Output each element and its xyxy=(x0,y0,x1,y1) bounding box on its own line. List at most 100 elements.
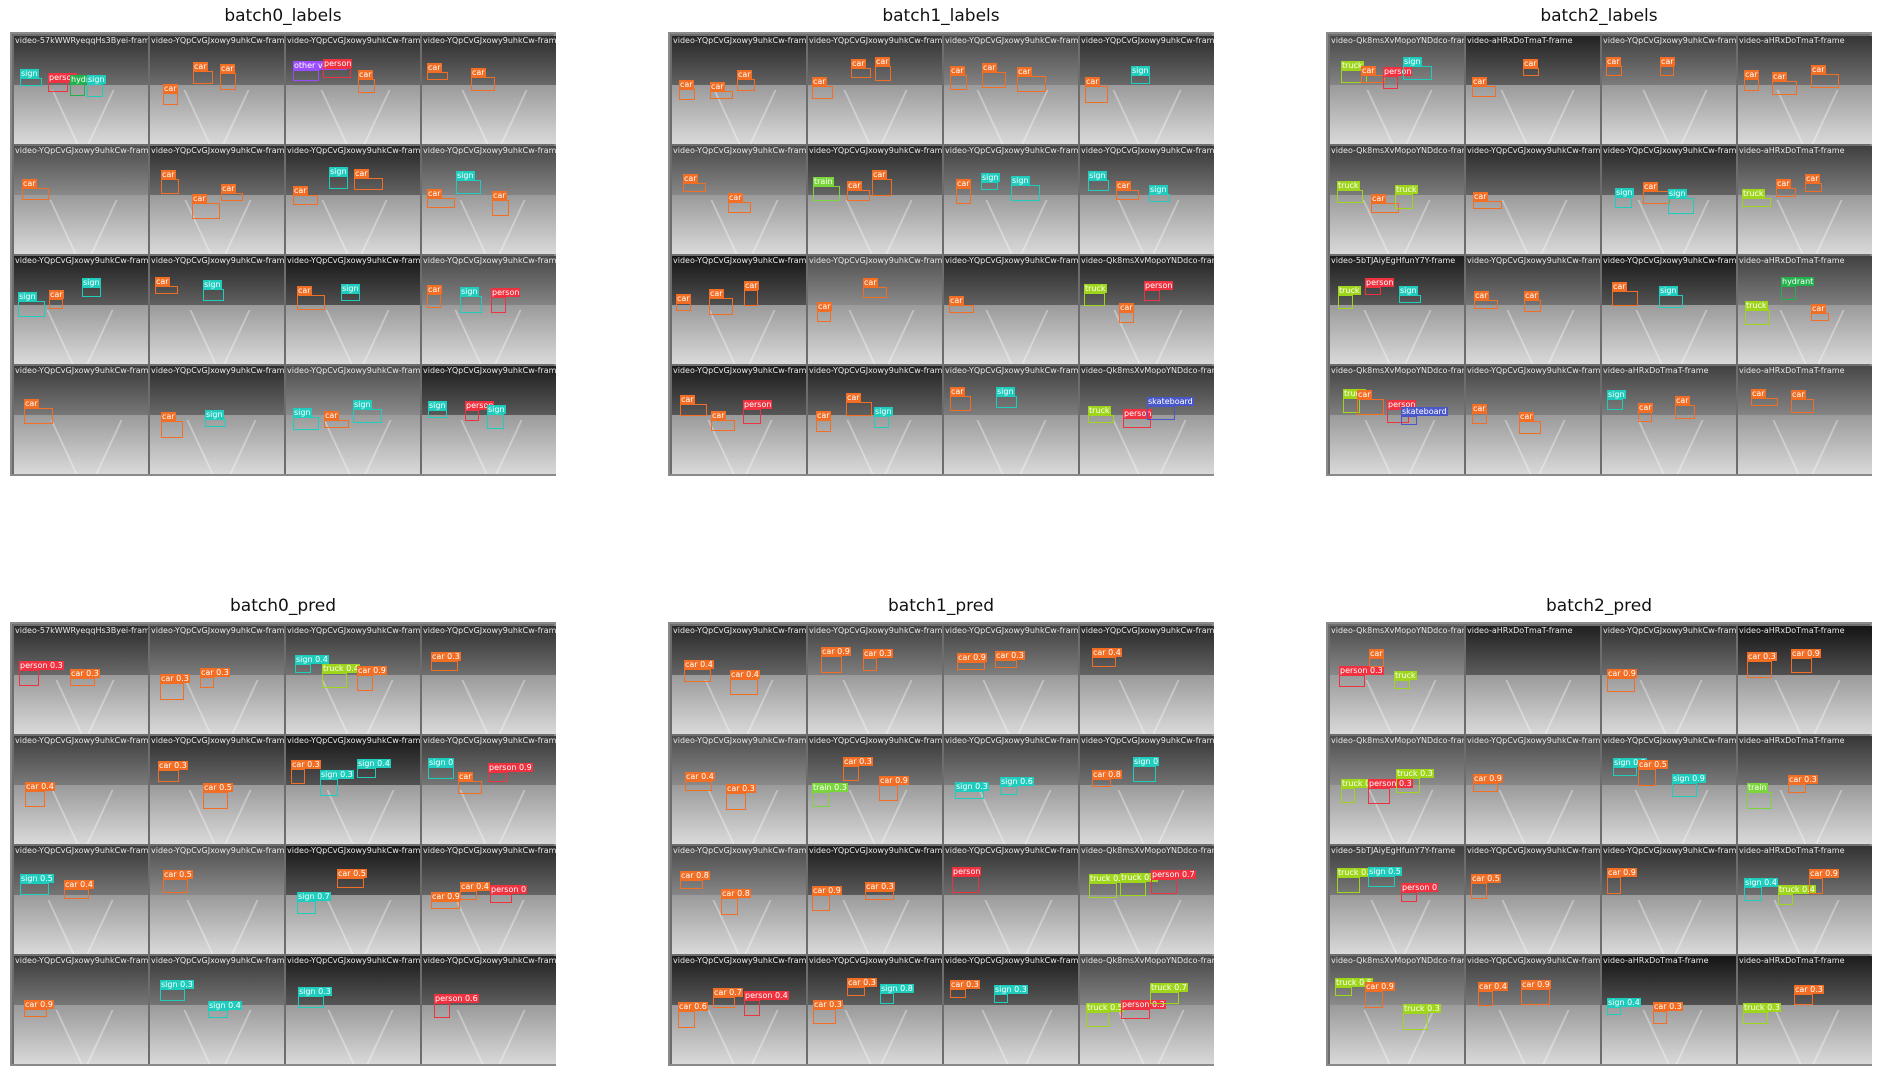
bounding-box xyxy=(680,880,703,889)
bounding-box xyxy=(744,290,758,306)
road-surface xyxy=(672,674,806,734)
thermal-frame-tile: video-aHRxDoTmaT-frame truck 0.3 car 0.3 xyxy=(1738,956,1872,1064)
road-surface xyxy=(1738,784,1872,844)
detection-label: sign xyxy=(1131,66,1150,75)
detection-label: sign xyxy=(1668,189,1687,198)
road-surface xyxy=(286,1004,420,1064)
frame-filename: video-YQpCvGJxowy9uhkCw-frame xyxy=(1467,846,1600,855)
bounding-box xyxy=(428,410,447,418)
tree-silhouette xyxy=(150,36,284,85)
road-surface xyxy=(422,194,556,254)
thermal-frame-tile: video-YQpCvGJxowy9uhkCw-frame car xyxy=(944,256,1078,364)
image-mosaic: video-YQpCvGJxowy9uhkCw-frame car 0.4 car … xyxy=(668,622,1214,1066)
bounding-box xyxy=(322,673,347,688)
detection-label: car 0.3 xyxy=(843,757,873,766)
detection-label: car 0.4 xyxy=(1092,648,1122,657)
road-surface xyxy=(1466,414,1600,474)
bounding-box xyxy=(1121,1009,1150,1019)
road-surface xyxy=(150,784,284,844)
bounding-box xyxy=(193,71,213,84)
detection-label: sign xyxy=(1403,57,1422,66)
bounding-box xyxy=(200,677,214,688)
detection-label: car 0.4 xyxy=(460,882,490,891)
detection-label: truck xyxy=(1088,406,1111,415)
tree-silhouette xyxy=(808,366,942,415)
bounding-box xyxy=(293,417,319,430)
detection-label: car 0.3 xyxy=(1653,1002,1683,1011)
road-surface xyxy=(1602,194,1736,254)
thermal-frame-tile: video-YQpCvGJxowy9uhkCw-frame car car xyxy=(1466,366,1600,474)
road-surface xyxy=(1602,894,1736,954)
detection-label: car xyxy=(982,63,997,72)
panel-batch1_pred: batch1_pred video-YQpCvGJxowy9uhkCw-frame… xyxy=(668,596,1214,1068)
bounding-box xyxy=(713,997,735,1008)
detection-label: sign 0.5 xyxy=(1368,867,1402,876)
detection-label: sign xyxy=(487,405,506,414)
detection-label: sign xyxy=(1615,188,1634,197)
road-surface xyxy=(1602,304,1736,364)
detection-label: car 0.9 xyxy=(1791,649,1821,658)
detection-label: car 0.7 xyxy=(713,988,743,997)
detection-label: car 0.5 xyxy=(163,870,193,879)
bounding-box xyxy=(1472,86,1496,97)
tree-silhouette xyxy=(1602,626,1736,675)
detection-label: car xyxy=(847,181,862,190)
tree-silhouette xyxy=(1466,846,1600,895)
bounding-box xyxy=(329,176,348,189)
frame-filename: video-YQpCvGJxowy9uhkCw-frame xyxy=(1603,846,1736,855)
thermal-frame-tile: video-aHRxDoTmaT-frame xyxy=(1466,626,1600,734)
bounding-box xyxy=(1396,778,1420,793)
tree-silhouette xyxy=(1080,256,1214,305)
bounding-box xyxy=(488,772,507,782)
detection-label: truck 0.3 xyxy=(1120,873,1158,882)
detection-label: car xyxy=(816,411,831,420)
thermal-frame-tile: video-YQpCvGJxowy9uhkCw-frame car 0.3 sign… xyxy=(286,736,420,844)
bounding-box xyxy=(728,202,751,213)
detection-label: sign xyxy=(1149,185,1168,194)
road-surface xyxy=(14,414,148,474)
frame-filename: video-57kWWRyeqqHs3Byei-frame-000316-8S xyxy=(15,36,148,45)
frame-filename: video-aHRxDoTmaT-frame xyxy=(1603,366,1709,375)
detection-label: car xyxy=(161,170,176,179)
bounding-box xyxy=(730,679,758,695)
detection-label: sign xyxy=(874,407,893,416)
bounding-box xyxy=(427,294,441,308)
detection-label: truck 0.3 xyxy=(1743,1003,1781,1012)
detection-label: car xyxy=(679,80,694,89)
thermal-frame-tile: video-YQpCvGJxowy9uhkCw-frame car 0.9 xyxy=(1602,846,1736,954)
bounding-box xyxy=(1794,994,1813,1005)
thermal-frame-tile: video-Qk8msXvMopoYNDdco-frame truck 0.5 pe… xyxy=(1080,956,1214,1064)
frame-filename: video-YQpCvGJxowy9uhkCw-frame xyxy=(423,256,556,265)
road-surface xyxy=(808,784,942,844)
bounding-box xyxy=(1607,399,1623,410)
bounding-box xyxy=(428,767,454,779)
bounding-box xyxy=(1368,788,1390,804)
road-surface xyxy=(1330,84,1464,144)
detection-label: person xyxy=(491,288,521,297)
detection-label: car 0.3 xyxy=(813,1000,843,1009)
road-surface xyxy=(1080,674,1214,734)
frame-filename: video-YQpCvGJxowy9uhkCw-frame xyxy=(809,736,942,745)
tree-silhouette xyxy=(672,256,806,305)
detection-label: car xyxy=(1751,389,1766,398)
thermal-frame-tile: video-YQpCvGJxowy9uhkCw-frame person xyxy=(944,846,1078,954)
bounding-box xyxy=(863,658,877,671)
bounding-box xyxy=(220,73,236,90)
bounding-box xyxy=(684,669,711,682)
bounding-box xyxy=(1478,991,1493,1006)
bounding-box xyxy=(812,792,829,807)
thermal-frame-tile: video-Qk8msXvMopoYNDdco-frame person 0.3 c… xyxy=(1330,626,1464,734)
road-surface xyxy=(808,84,942,144)
road-surface xyxy=(150,84,284,144)
road-surface xyxy=(14,304,148,364)
road-surface xyxy=(422,784,556,844)
panel-batch2_labels: batch2_labels video-Qk8msXvMopoYNDdco-fra… xyxy=(1326,6,1872,478)
frame-filename: video-YQpCvGJxowy9uhkCw-frame xyxy=(945,256,1078,265)
thermal-frame-tile: video-aHRxDoTmaT-frame truck car car xyxy=(1738,146,1872,254)
thermal-frame-tile: video-YQpCvGJxowy9uhkCw-frame car 0.5 xyxy=(1466,846,1600,954)
road-surface xyxy=(150,1004,284,1064)
road-surface xyxy=(1080,1004,1214,1064)
detection-label: car xyxy=(24,399,39,408)
bounding-box xyxy=(1401,416,1417,425)
frame-filename: video-YQpCvGJxowy9uhkCw-frame xyxy=(809,626,942,635)
